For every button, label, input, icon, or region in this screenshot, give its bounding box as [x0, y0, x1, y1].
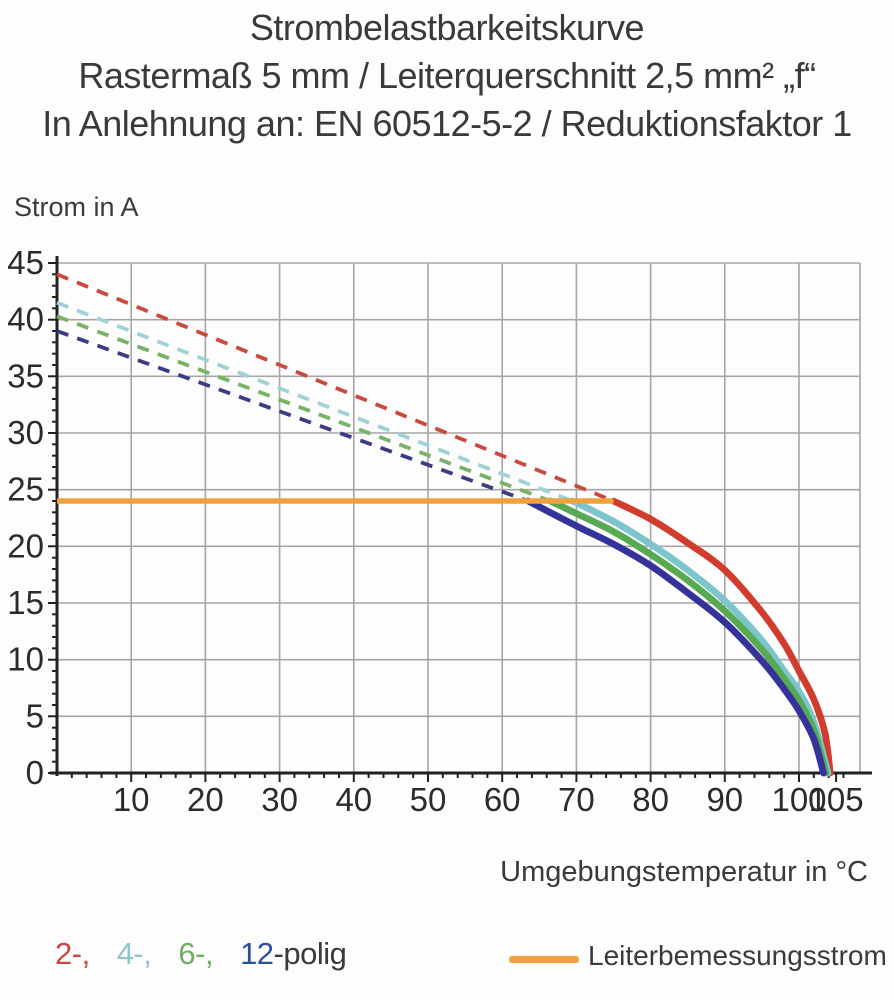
- legend-item-2-polig: 2-,: [55, 936, 90, 971]
- title-line-1: Strombelastbarkeitskurve: [249, 7, 645, 48]
- x-axis-label: Umgebungstemperatur in °C: [500, 856, 868, 888]
- y-tick-label: 5: [26, 697, 44, 734]
- x-tick-label: 50: [410, 781, 447, 818]
- legend-item-12-polig: 12: [240, 936, 274, 971]
- dashed-curve-12-polig: [56, 329, 529, 503]
- x-tick-label: 80: [632, 781, 669, 818]
- dashed-derating-lines: [56, 272, 615, 503]
- pole-count-legend: 2-, 4-, 6-, 12-polig: [55, 936, 347, 972]
- x-tick-label: 60: [484, 781, 521, 818]
- title-line-2: Rastermaß 5 mm / Leiterquerschnitt 2,5 m…: [78, 55, 816, 96]
- rated-current-label: Leiterbemessungsstrom: [588, 940, 887, 971]
- dashed-curve-6-polig: [56, 314, 552, 503]
- y-tick-label: 25: [7, 471, 44, 508]
- x-tick-label: 105: [809, 781, 864, 818]
- chart-title: Strombelastbarkeitskurve Rastermaß 5 mm …: [0, 4, 894, 148]
- x-tick-label: 40: [335, 781, 372, 818]
- y-tick-label: 40: [7, 301, 44, 338]
- solid-curve-6-polig: [547, 497, 830, 777]
- solid-curve-12-polig: [524, 497, 827, 777]
- solid-curve-2-polig: [610, 497, 834, 777]
- y-tick-label: 10: [7, 641, 44, 678]
- solid-curve-4-polig: [569, 497, 832, 777]
- y-tick-label: 30: [7, 414, 44, 451]
- legend-item-4-polig: 4-,: [116, 936, 152, 971]
- x-tick-label: 10: [113, 781, 150, 818]
- x-tick-label: 90: [706, 781, 743, 818]
- dashed-curve-2-polig: [56, 272, 615, 503]
- x-tick-label: 20: [187, 781, 224, 818]
- y-tick-label: 35: [7, 357, 44, 394]
- dashed-curve-4-polig: [56, 300, 574, 503]
- legend-item-polig-suffix: -polig: [273, 936, 347, 971]
- y-axis-label: Strom in A: [14, 192, 139, 222]
- rated-current-line-swatch: [509, 956, 579, 963]
- solid-derating-curves: [524, 497, 834, 777]
- x-tick-label: 70: [558, 781, 595, 818]
- legend-item-6-polig: 6-,: [178, 936, 214, 971]
- axes: [50, 256, 872, 776]
- title-line-3: In Anlehnung an: EN 60512-5-2 / Reduktio…: [42, 103, 852, 144]
- y-tick-label: 15: [7, 584, 44, 621]
- y-tick-label: 20: [7, 527, 44, 564]
- y-tick-label: 45: [7, 244, 44, 281]
- y-tick-label: 0: [26, 754, 44, 791]
- gridlines: [57, 262, 861, 773]
- x-tick-label: 30: [261, 781, 298, 818]
- x-tick-label: 100: [771, 781, 826, 818]
